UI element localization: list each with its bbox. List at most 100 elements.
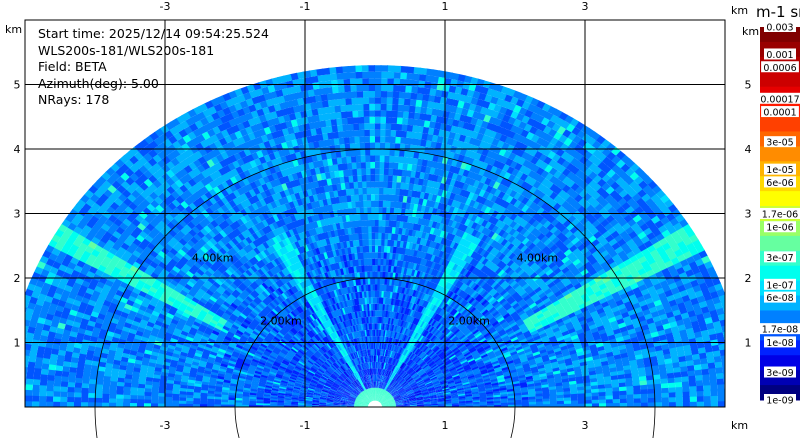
data-cell [593, 317, 602, 324]
data-cell [395, 400, 403, 403]
data-cell [691, 353, 700, 361]
data-cell [562, 387, 571, 392]
data-cell [402, 402, 410, 404]
data-cell [536, 343, 545, 349]
data-cell [626, 385, 634, 391]
data-cell [682, 385, 690, 392]
data-cell [429, 391, 437, 395]
data-cell [379, 116, 387, 124]
data-cell [472, 369, 481, 374]
data-cell [479, 403, 487, 406]
data-cell [681, 380, 690, 387]
data-cell [464, 392, 472, 396]
data-cell [454, 379, 462, 383]
data-cell [542, 357, 550, 363]
data-cell [470, 386, 478, 390]
data-cell [692, 358, 701, 366]
data-cell [508, 404, 515, 407]
data-cell [500, 346, 508, 352]
data-cell [416, 400, 424, 403]
data-cell [374, 265, 378, 272]
data-cell [403, 405, 410, 407]
data-cell [606, 297, 616, 306]
data-cell [640, 388, 648, 394]
data-cell [581, 309, 591, 317]
data-cell [431, 378, 439, 383]
data-cell [553, 347, 562, 353]
data-cell [585, 316, 594, 323]
data-cell [415, 394, 423, 397]
data-cell [668, 396, 676, 403]
data-cell [591, 388, 599, 393]
data-cell [733, 346, 741, 354]
data-cell [495, 351, 503, 357]
data-cell [647, 397, 655, 403]
data-cell [460, 375, 468, 380]
data-cell [427, 385, 435, 390]
data-cell [374, 355, 376, 362]
data-cell [374, 174, 380, 182]
data-cell [665, 362, 673, 369]
data-cell [473, 371, 481, 376]
data-cell [703, 389, 711, 397]
data-cell [443, 394, 451, 397]
data-cell [549, 358, 558, 364]
data-cell [584, 392, 592, 397]
data-cell [370, 194, 375, 201]
data-cell [513, 360, 522, 365]
data-cell [428, 389, 436, 393]
data-cell [381, 403, 389, 406]
data-cell [701, 368, 710, 375]
data-cell [528, 340, 536, 346]
data-cell [409, 399, 417, 402]
data-cell [695, 379, 704, 387]
data-cell [370, 187, 375, 195]
data-cell [484, 383, 492, 388]
data-cell [367, 84, 375, 91]
data-cell [374, 181, 380, 188]
data-cell [647, 388, 655, 394]
data-cell [445, 375, 453, 379]
data-cell [423, 397, 431, 400]
data-cell [376, 316, 379, 324]
data-cell [374, 213, 379, 220]
data-cell [388, 401, 396, 404]
data-cell [374, 290, 378, 298]
data-cell [457, 392, 465, 395]
data-cell [381, 405, 389, 407]
data-cell [414, 392, 422, 395]
data-cell [734, 352, 742, 360]
data-cell [537, 364, 545, 370]
data-cell [386, 71, 395, 79]
data-cell [686, 364, 695, 372]
data-cell [387, 398, 394, 402]
data-cell [414, 390, 421, 394]
data-cell [492, 386, 500, 390]
data-cell [520, 357, 528, 363]
data-cell [700, 362, 709, 370]
data-cell [645, 370, 653, 376]
data-cell [604, 308, 613, 316]
data-cell [435, 390, 443, 393]
data-cell [654, 387, 662, 394]
data-cell [448, 385, 457, 389]
data-cell [380, 71, 388, 79]
data-cell [378, 187, 384, 195]
data-cell [637, 366, 646, 373]
data-cell [370, 200, 375, 208]
data-cell [717, 394, 725, 402]
data-cell [388, 402, 396, 405]
data-cell [387, 398, 395, 402]
data-cell [703, 395, 711, 402]
data-cell [374, 220, 379, 227]
data-cell [430, 396, 438, 399]
data-cell [415, 393, 423, 397]
data-cell [471, 391, 479, 395]
data-cell [413, 389, 421, 393]
data-cell [624, 372, 632, 379]
data-cell [631, 376, 640, 382]
data-cell [549, 397, 557, 402]
data-cell [632, 380, 640, 386]
data-cell [521, 360, 529, 366]
data-cell [555, 388, 564, 393]
